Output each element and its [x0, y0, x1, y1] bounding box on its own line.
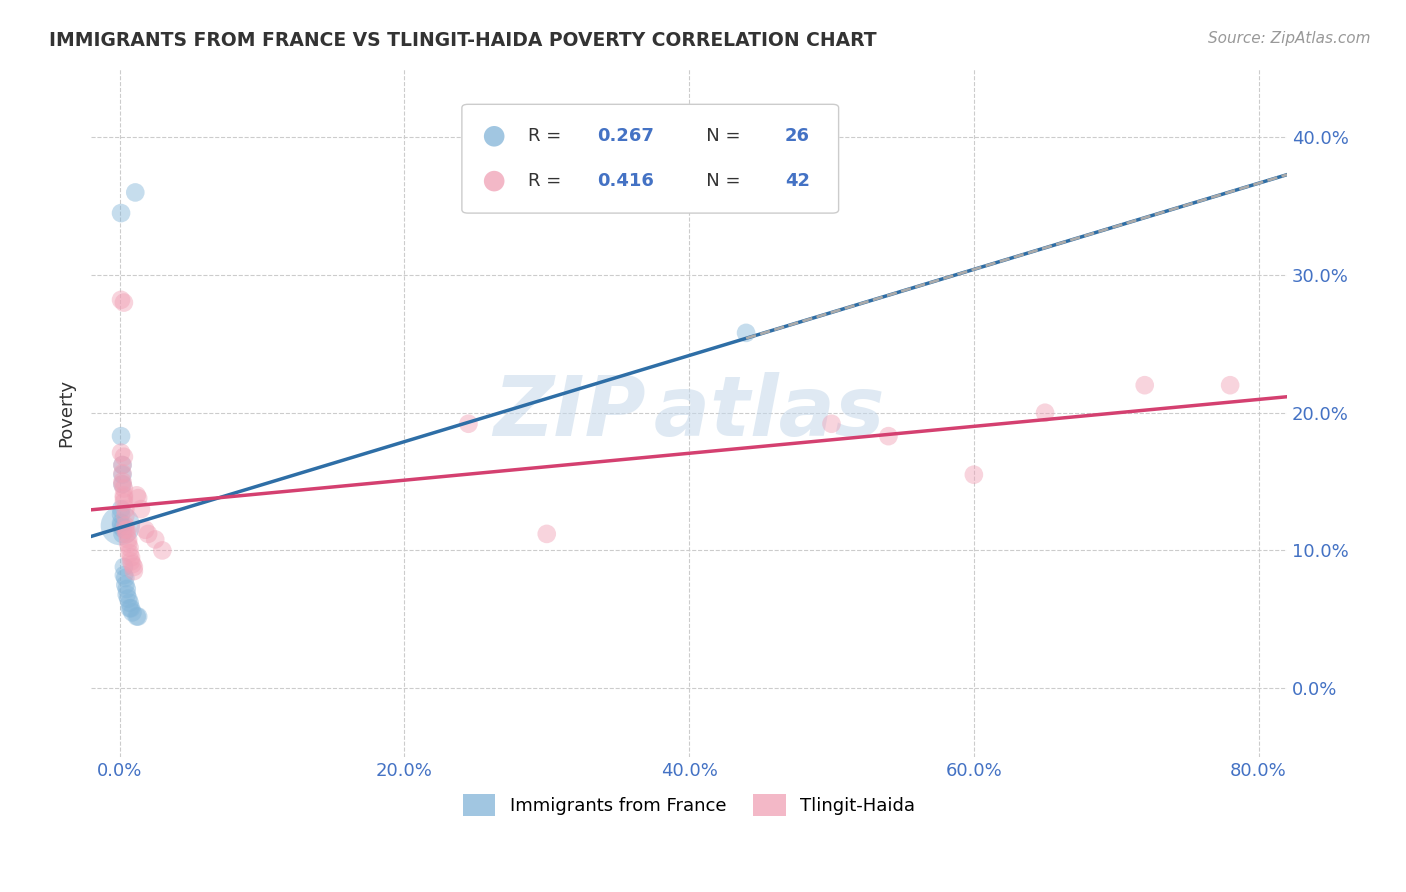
Point	[111, 477, 134, 491]
Point	[112, 488, 135, 502]
Point	[136, 527, 159, 541]
Point	[134, 523, 156, 537]
Point	[112, 560, 135, 574]
Point	[117, 536, 139, 550]
Text: R =: R =	[527, 128, 567, 145]
Point	[110, 206, 132, 220]
Point	[457, 417, 479, 431]
Point	[112, 568, 135, 582]
Text: N =: N =	[689, 128, 747, 145]
Point	[536, 527, 558, 541]
Text: Source: ZipAtlas.com: Source: ZipAtlas.com	[1208, 31, 1371, 46]
Point	[124, 186, 146, 200]
Point	[820, 417, 842, 431]
Point	[111, 458, 134, 472]
Text: R =: R =	[527, 172, 567, 190]
Text: N =: N =	[689, 172, 747, 190]
Point	[110, 502, 132, 516]
Point	[115, 582, 138, 596]
Text: IMMIGRANTS FROM FRANCE VS TLINGIT-HAIDA POVERTY CORRELATION CHART: IMMIGRANTS FROM FRANCE VS TLINGIT-HAIDA …	[49, 31, 877, 50]
Point	[114, 578, 136, 592]
Point	[112, 495, 135, 509]
Point	[112, 491, 135, 505]
Point	[111, 527, 134, 541]
Point	[111, 467, 134, 481]
Point	[114, 502, 136, 516]
Point	[111, 458, 134, 472]
Point	[1133, 378, 1156, 392]
Point	[111, 467, 134, 482]
Text: 0.267: 0.267	[598, 128, 654, 145]
Point	[122, 564, 145, 578]
Point	[122, 560, 145, 574]
Point	[143, 533, 166, 547]
Point	[114, 518, 136, 533]
Point	[735, 326, 758, 340]
Point	[127, 491, 149, 505]
Point	[150, 543, 173, 558]
Text: ZIP atlas: ZIP atlas	[494, 372, 884, 453]
Text: 0.416: 0.416	[598, 172, 654, 190]
Point	[112, 482, 135, 496]
Point	[118, 546, 141, 560]
Point	[114, 508, 136, 523]
Point	[121, 558, 143, 572]
Point	[127, 609, 149, 624]
Point	[111, 521, 134, 535]
Point	[963, 467, 986, 482]
Point	[1219, 378, 1241, 392]
Point	[115, 527, 138, 541]
Point	[115, 523, 138, 537]
Point	[118, 541, 141, 555]
Point	[117, 591, 139, 606]
Legend: Immigrants from France, Tlingit-Haida: Immigrants from France, Tlingit-Haida	[456, 787, 922, 823]
Point	[120, 554, 142, 568]
Point	[110, 518, 132, 533]
Point	[129, 502, 152, 516]
Point	[111, 475, 134, 489]
Point	[112, 295, 135, 310]
Point	[110, 518, 132, 533]
Point	[110, 445, 132, 459]
Point	[125, 609, 148, 624]
Text: 42: 42	[785, 172, 810, 190]
Point	[121, 606, 143, 620]
Point	[110, 429, 132, 443]
Point	[1033, 406, 1056, 420]
Point	[110, 293, 132, 307]
Y-axis label: Poverty: Poverty	[58, 379, 75, 447]
Point	[120, 601, 142, 615]
Point	[111, 477, 134, 491]
Point	[877, 429, 900, 443]
Point	[114, 571, 136, 585]
Point	[112, 450, 135, 464]
Point	[118, 596, 141, 610]
Point	[117, 533, 139, 547]
Point	[110, 516, 132, 530]
Point	[110, 508, 132, 522]
Text: 26: 26	[785, 128, 810, 145]
Point	[125, 488, 148, 502]
Point	[120, 550, 142, 565]
Point	[115, 587, 138, 601]
Point	[114, 523, 136, 537]
FancyBboxPatch shape	[463, 104, 838, 213]
Point	[118, 601, 141, 615]
